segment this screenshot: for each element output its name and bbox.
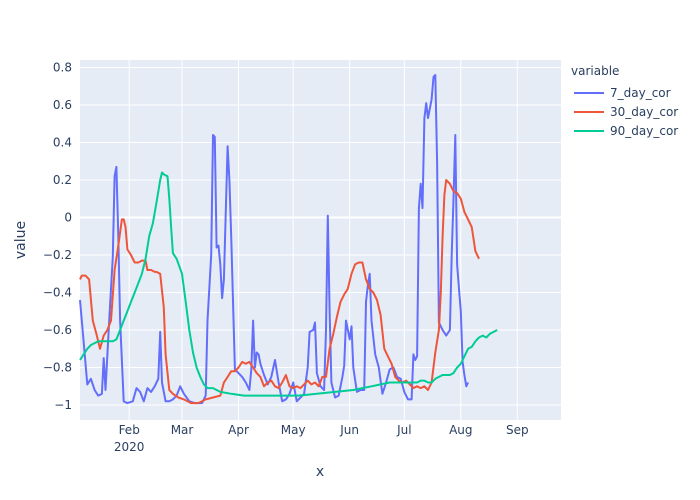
plot-background [80, 60, 561, 420]
x-tick-label: Jun [339, 423, 359, 437]
y-tick-label: 0.8 [53, 61, 72, 75]
y-tick-label: 0 [64, 211, 72, 225]
legend-items: 7_day_cor 30_day_cor 90_day_cor [574, 86, 678, 138]
x-axis-ticks: Feb 2020 Mar Apr May Jun Jul Aug Sep [114, 423, 529, 454]
legend-item-90-day-cor[interactable]: 90_day_cor [574, 124, 678, 138]
y-tick-label: −0.6 [43, 323, 72, 337]
x-tick-label: Aug [449, 423, 472, 437]
grid [80, 60, 561, 420]
y-tick-label: −0.4 [43, 286, 72, 300]
x-tick-label: Sep [506, 423, 529, 437]
y-tick-label: −0.8 [43, 361, 72, 375]
y-axis-title: value [13, 221, 29, 259]
legend-title: variable [571, 64, 619, 78]
legend[interactable]: variable 7_day_cor 30_day_cor 90_day_cor [571, 64, 678, 138]
y-tick-label: 0.2 [53, 173, 72, 187]
series-line-90-day-cor [79, 171, 498, 397]
x-tick-sublabel: 2020 [114, 440, 145, 454]
legend-label: 90_day_cor [610, 124, 678, 138]
x-tick-label: Mar [171, 423, 194, 437]
x-tick-label: Jul [396, 423, 411, 437]
legend-item-7-day-cor[interactable]: 7_day_cor [574, 86, 671, 100]
x-tick-label: May [281, 423, 306, 437]
legend-item-30-day-cor[interactable]: 30_day_cor [574, 105, 678, 119]
x-axis-title: x [316, 464, 324, 480]
x-tick-label: Feb [119, 423, 140, 437]
legend-label: 7_day_cor [610, 86, 671, 100]
y-tick-label: −0.2 [43, 248, 72, 262]
y-axis-ticks: 0.8 0.6 0.4 0.2 0 −0.2 −0.4 −0.6 −0.8 −1 [43, 61, 72, 413]
y-tick-label: 0.6 [53, 98, 72, 112]
series-lines [79, 74, 498, 405]
y-tick-label: −1 [54, 398, 72, 412]
x-tick-label: Apr [228, 423, 249, 437]
legend-label: 30_day_cor [610, 105, 678, 119]
y-tick-label: 0.4 [53, 136, 72, 150]
series-line-30-day-cor [79, 179, 480, 405]
